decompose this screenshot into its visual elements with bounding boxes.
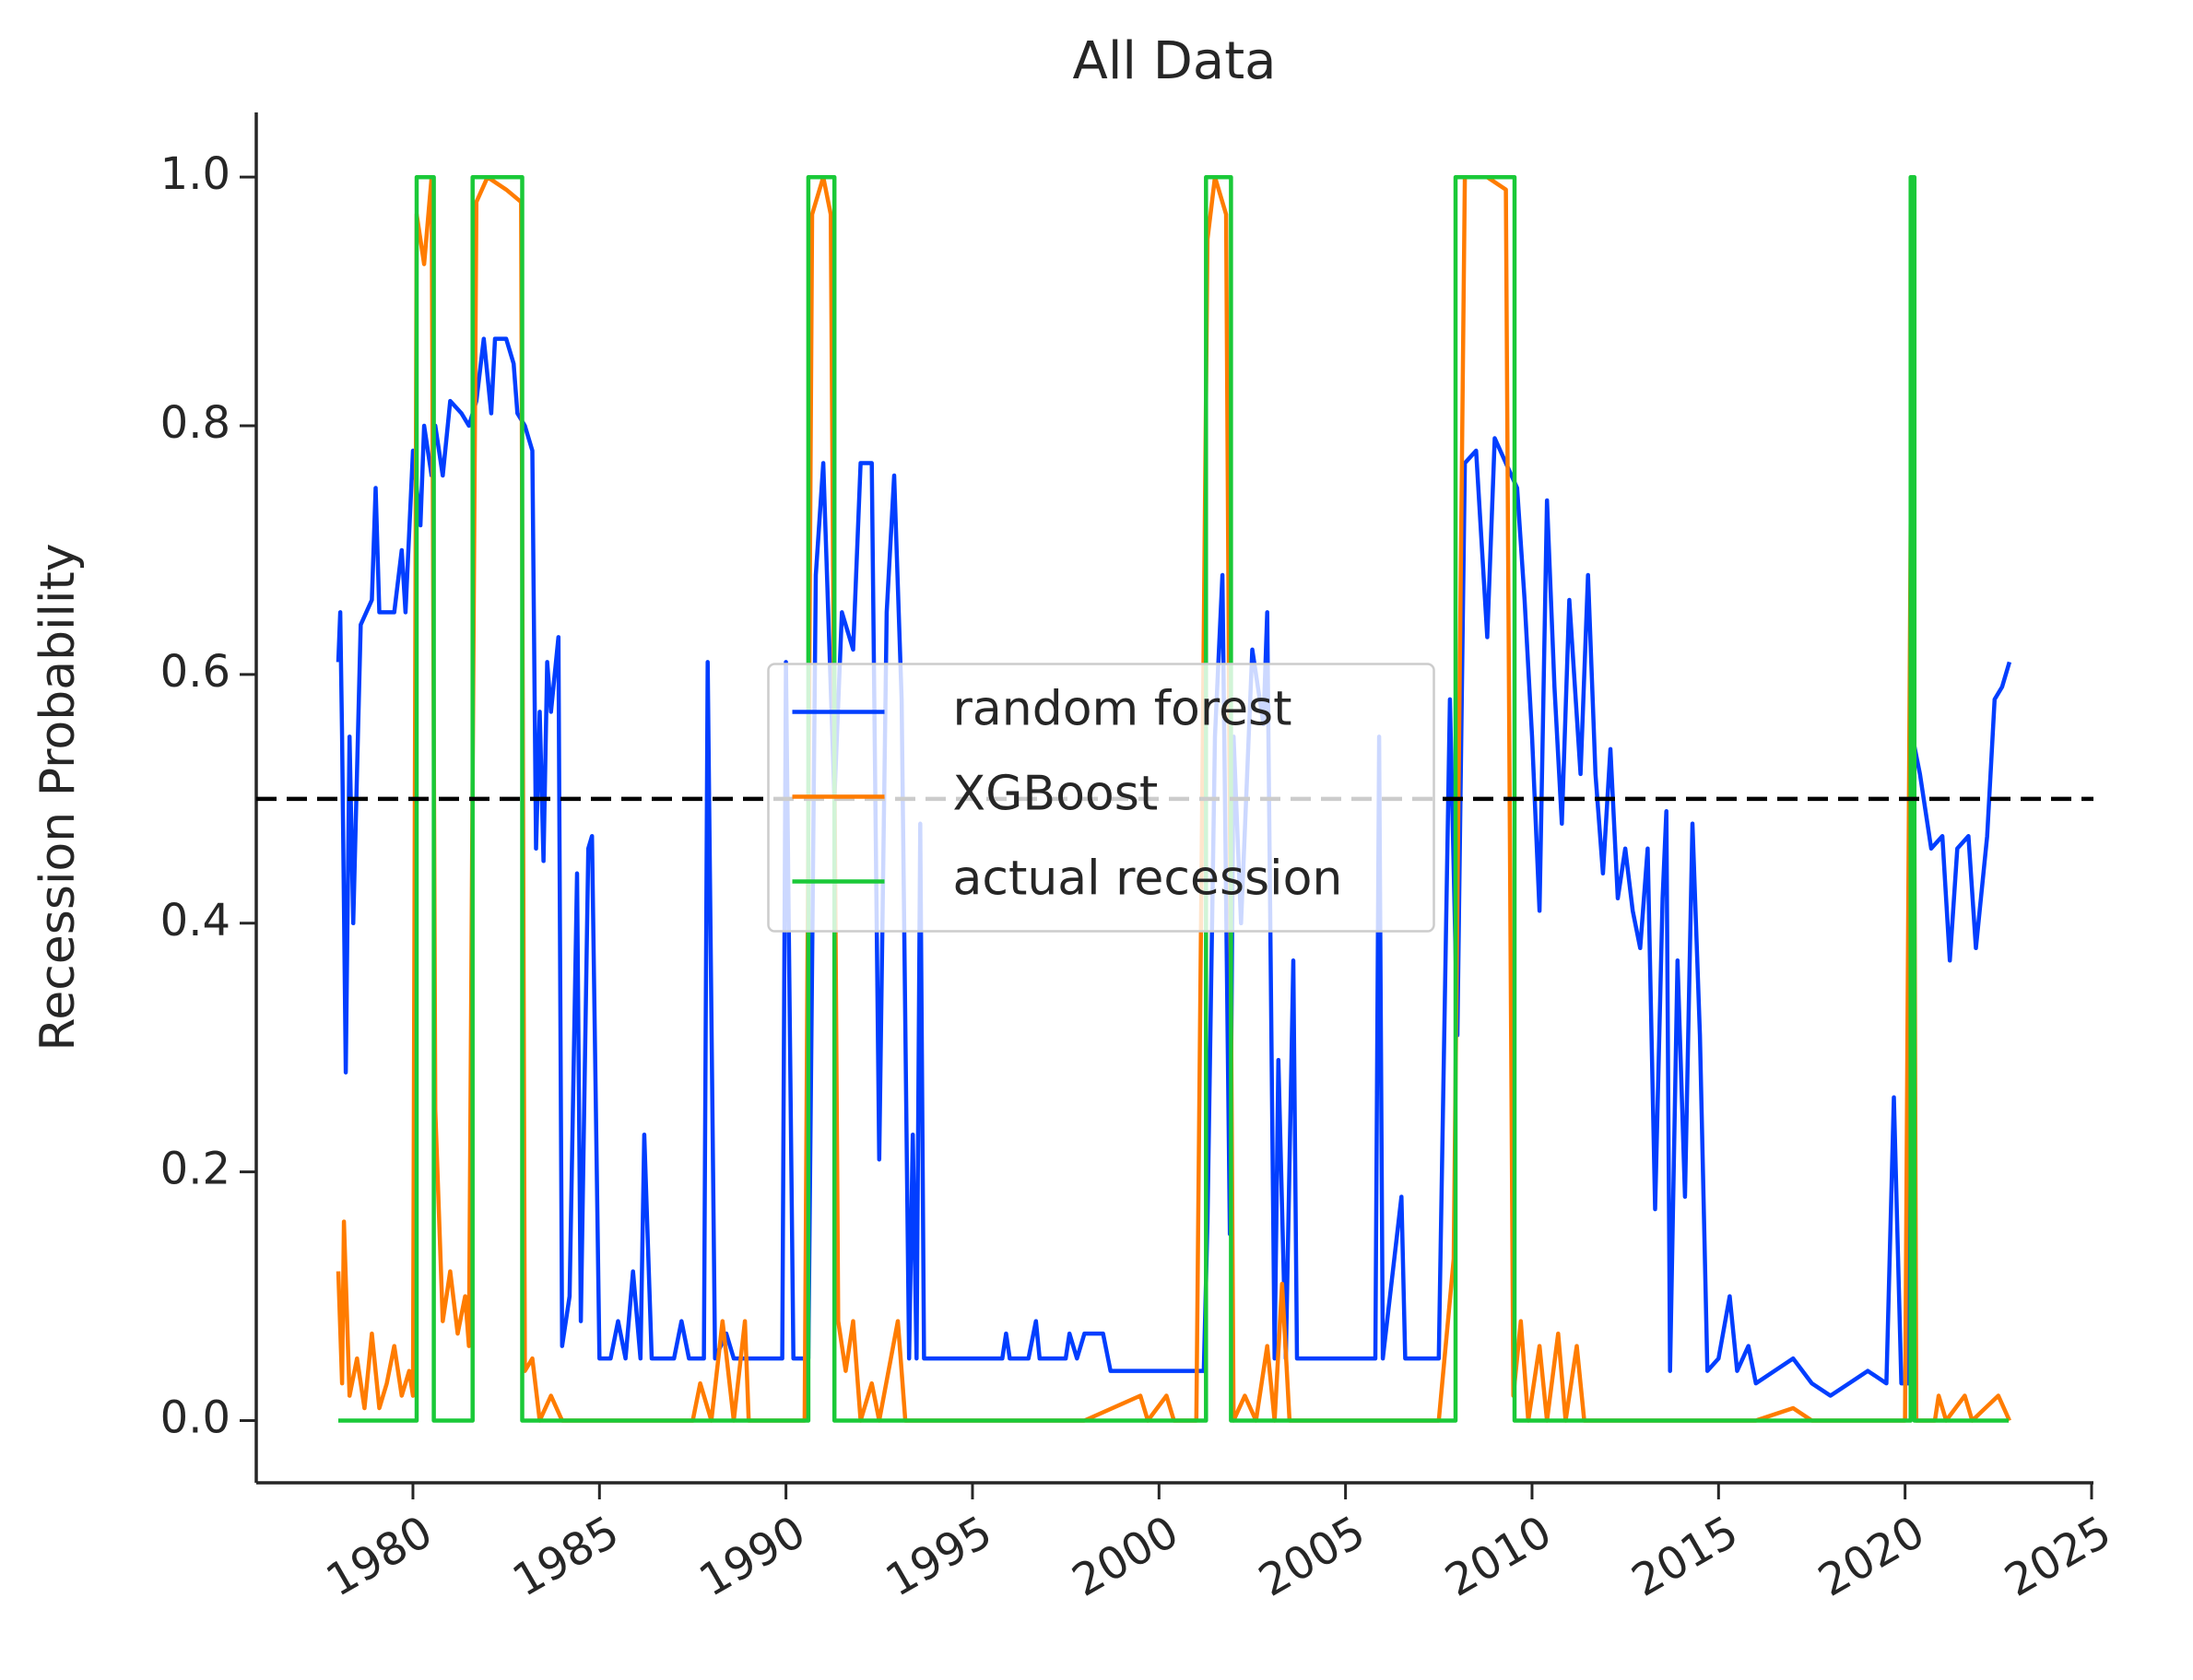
y-tick-label: 0.4: [160, 895, 230, 946]
series-line: [338, 174, 2010, 1423]
x-tick-label: 2000: [1064, 1506, 1187, 1607]
y-tick-label: 0.0: [160, 1392, 230, 1444]
x-tick-label: 1985: [504, 1506, 628, 1607]
x-tick-label: 1990: [690, 1506, 814, 1607]
legend-label: random forest: [953, 682, 1292, 737]
legend-box: [767, 663, 1435, 933]
x-tick-label: 2025: [1997, 1506, 2120, 1607]
legend-label: XGBoost: [953, 767, 1159, 822]
x-tick-label: 2005: [1250, 1506, 1374, 1607]
y-tick-label: 0.6: [160, 646, 230, 698]
y-axis-label: Recession Probability: [30, 543, 86, 1051]
x-tick-label: 1980: [318, 1506, 442, 1607]
legend-label: actual recession: [953, 852, 1343, 907]
y-tick-label: 1.0: [160, 148, 230, 200]
y-tick-label: 0.8: [160, 397, 230, 449]
x-tick-label: 1995: [878, 1506, 1001, 1607]
x-tick-label: 2015: [1623, 1506, 1747, 1607]
x-tick-label: 2010: [1437, 1506, 1561, 1607]
series-line: [336, 336, 2012, 1398]
x-tick-label: 2020: [1810, 1506, 1933, 1607]
y-tick-label: 0.2: [160, 1144, 230, 1195]
chart-title: All Data: [1073, 31, 1277, 91]
series-line: [336, 174, 2011, 1423]
